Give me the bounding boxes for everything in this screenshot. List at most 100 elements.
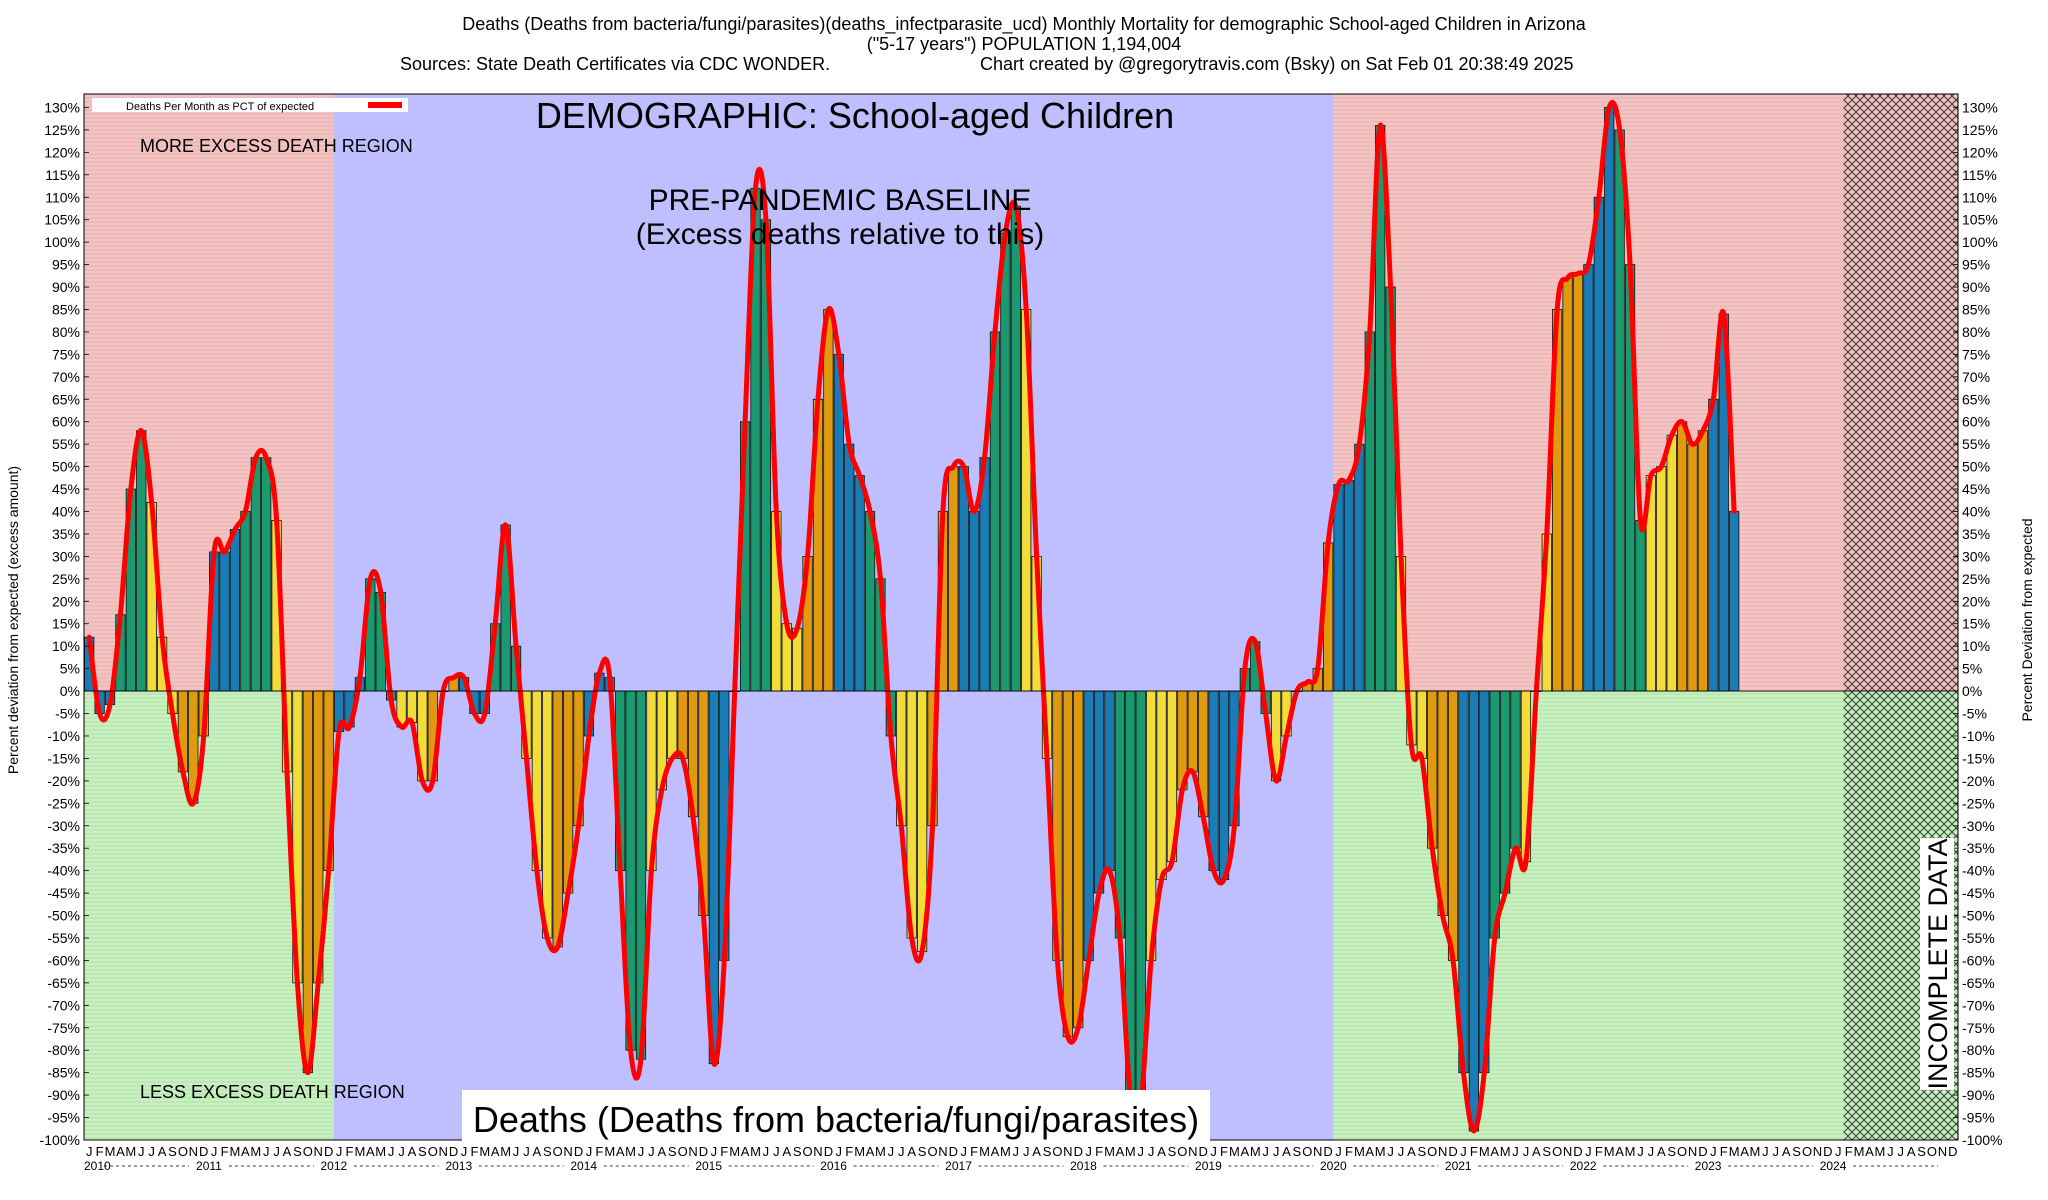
bar-series	[84, 107, 1740, 1132]
legend-label: Deaths Per Month as PCT of expected	[126, 101, 314, 113]
incomplete-data-label: INCOMPLETE DATA	[1923, 838, 1953, 1089]
x-tick-month: A	[616, 1144, 625, 1159]
bar	[1010, 205, 1021, 692]
y-tick-label: -30%	[1962, 818, 1995, 834]
x-tick-month: S	[668, 1144, 677, 1159]
x-tick-month: J	[1887, 1144, 1894, 1159]
y-tick-label: -30%	[47, 818, 80, 834]
incomplete-label-box	[1920, 838, 1954, 1090]
bottom-annotation: Deaths (Deaths from bacteria/fungi/paras…	[473, 1099, 1199, 1140]
x-tick-month: N	[189, 1144, 198, 1159]
x-tick-month: M	[1625, 1144, 1636, 1159]
x-tick-month: F	[470, 1144, 478, 1159]
x-tick-month: S	[1542, 1144, 1551, 1159]
bottom-label-box	[462, 1090, 1210, 1142]
y-tick-label: 130%	[44, 99, 80, 115]
x-tick-month: N	[563, 1144, 572, 1159]
y-tick-label: -10%	[1962, 728, 1995, 744]
y-tick-label: -100%	[1962, 1132, 2002, 1148]
x-tick-month: S	[418, 1144, 427, 1159]
bar	[1489, 690, 1500, 939]
y-tick-label: -60%	[47, 952, 80, 968]
x-tick-month: A	[1615, 1144, 1624, 1159]
x-tick-year: 2014	[570, 1159, 597, 1173]
bar	[1604, 107, 1615, 692]
x-tick-month: D	[449, 1144, 458, 1159]
y-tick-label: -5%	[1962, 706, 1987, 722]
y-tick-label: 105%	[44, 212, 80, 228]
y-tick-label: -55%	[1962, 930, 1995, 946]
x-tick-month: D	[699, 1144, 708, 1159]
bar	[667, 690, 678, 759]
x-tick-month: D	[199, 1144, 208, 1159]
x-tick-month: A	[1740, 1144, 1749, 1159]
x-tick-month: S	[168, 1144, 177, 1159]
x-tick-month: F	[1345, 1144, 1353, 1159]
x-tick-month: F	[1720, 1144, 1728, 1159]
trend-line	[86, 100, 1737, 1134]
x-tick-month: M	[1500, 1144, 1511, 1159]
bar	[958, 466, 969, 692]
x-tick-month: A	[1782, 1144, 1791, 1159]
y-tick-label: -80%	[1962, 1042, 1995, 1058]
y-tick-label: -45%	[1962, 885, 1995, 901]
y-tick-label: 45%	[52, 481, 80, 497]
bar	[1416, 690, 1427, 759]
x-tick-month: O	[1552, 1144, 1562, 1159]
x-tick-month: J	[960, 1144, 967, 1159]
bar	[1000, 232, 1011, 692]
y-tick-label: 120%	[44, 144, 80, 160]
x-tick-month: A	[1116, 1144, 1125, 1159]
bar	[1104, 690, 1115, 872]
x-tick-year: 2023	[1695, 1159, 1722, 1173]
x-tick-month: J	[1648, 1144, 1655, 1159]
x-tick-month: F	[595, 1144, 603, 1159]
bar	[1729, 511, 1740, 692]
bar	[1614, 129, 1625, 692]
y-axis-right-ticks: -100% -95% -90% -85% -80% -75% -70% -65% -60% -55…	[1953, 99, 2002, 1148]
x-tick-month: A	[158, 1144, 167, 1159]
y-tick-label: 85%	[1962, 301, 1990, 317]
x-tick-month: J	[1273, 1144, 1280, 1159]
x-tick-year: 2016	[820, 1159, 847, 1173]
x-tick-month: A	[907, 1144, 916, 1159]
y-tick-label: 65%	[1962, 391, 1990, 407]
y-tick-label: -40%	[47, 863, 80, 879]
x-tick-month: D	[574, 1144, 583, 1159]
x-tick-month: M	[354, 1144, 365, 1159]
y-tick-label: 10%	[1962, 638, 1990, 654]
chart-subtitle: ("5-17 years") POPULATION 1,194,004	[867, 34, 1182, 54]
baseline-annotation-line1: PRE-PANDEMIC BASELINE	[649, 184, 1032, 217]
x-tick-month: S	[1417, 1144, 1426, 1159]
x-tick-month: O	[1927, 1144, 1937, 1159]
y-tick-label: 120%	[1962, 144, 1998, 160]
y-tick-label: 50%	[1962, 459, 1990, 475]
x-tick-month: M	[1874, 1144, 1885, 1159]
x-tick-month: J	[888, 1144, 895, 1159]
x-tick-month: J	[1023, 1144, 1030, 1159]
x-tick-month: J	[1262, 1144, 1269, 1159]
x-tick-month: N	[1188, 1144, 1197, 1159]
x-tick-month: J	[1835, 1144, 1842, 1159]
x-tick-month: D	[1448, 1144, 1457, 1159]
x-tick-month: D	[1323, 1144, 1332, 1159]
y-tick-label: 60%	[52, 414, 80, 430]
bar	[677, 690, 688, 759]
x-tick-month: M	[250, 1144, 261, 1159]
bar	[1073, 690, 1084, 1029]
y-tick-label: -85%	[47, 1065, 80, 1081]
x-tick-month: A	[1532, 1144, 1541, 1159]
x-tick-month: S	[1667, 1144, 1676, 1159]
bar	[136, 430, 147, 692]
x-tick-month: M	[1229, 1144, 1240, 1159]
x-tick-month: J	[138, 1144, 145, 1159]
x-tick-month: N	[438, 1144, 447, 1159]
bar	[1343, 479, 1355, 692]
x-tick-month: J	[1523, 1144, 1530, 1159]
x-tick-month: O	[678, 1144, 688, 1159]
legend: Deaths Per Month as PCT of expected	[92, 98, 408, 113]
x-tick-month: A	[241, 1144, 250, 1159]
y-axis-left-ticks: -100% -95% -90% -85% -80% -75% -70% -65% -60% -55…	[40, 99, 89, 1148]
x-tick-month: O	[1177, 1144, 1187, 1159]
y-tick-label: 115%	[1962, 167, 1997, 183]
